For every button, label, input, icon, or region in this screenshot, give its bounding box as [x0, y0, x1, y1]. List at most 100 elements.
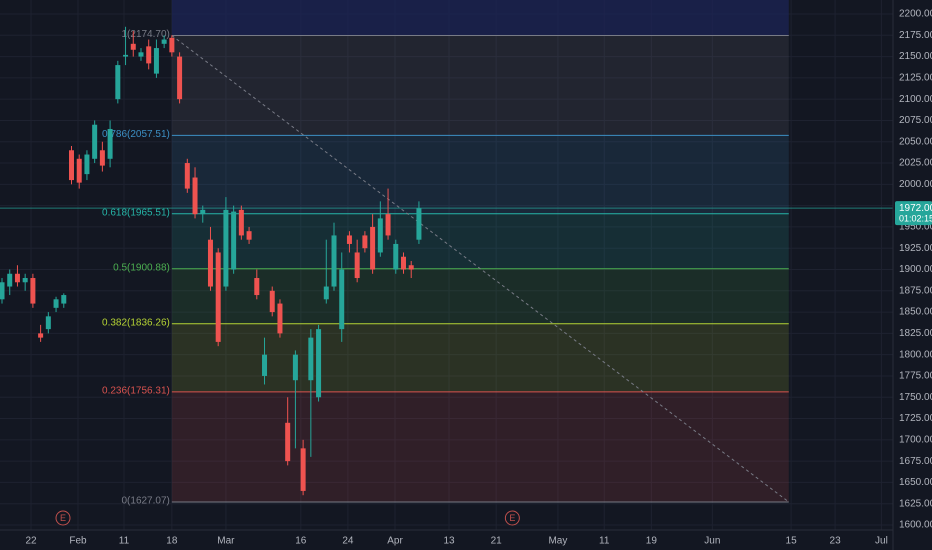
candle-body	[14, 273, 20, 283]
candle-body	[316, 329, 322, 398]
x-tick-label: 19	[646, 536, 658, 547]
y-tick-label: 2175.00	[899, 30, 932, 41]
x-tick-label: 13	[443, 536, 455, 547]
candle-body	[215, 252, 221, 342]
countdown: 01:02:15	[899, 214, 932, 224]
candle-body	[30, 278, 36, 304]
fib-top-band	[171, 0, 789, 36]
candle-body	[269, 290, 275, 313]
candle-body	[300, 448, 306, 491]
candle-body	[308, 337, 314, 381]
candle-body	[130, 43, 136, 50]
candle-body	[184, 163, 190, 189]
fib-band	[171, 35, 789, 136]
candle-body	[238, 209, 244, 236]
candle-body	[370, 226, 376, 270]
candle-body	[385, 214, 391, 236]
candle-body	[354, 252, 360, 279]
candle-body	[339, 269, 345, 330]
candle-body	[408, 265, 414, 270]
y-tick-label: 1850.00	[899, 307, 932, 318]
fib-label: 0(1627.07)	[121, 496, 169, 507]
fib-label: 0.786(2057.51)	[102, 129, 170, 140]
y-tick-label: 2025.00	[899, 158, 932, 169]
y-tick-label: 1950.00	[899, 222, 932, 233]
x-tick-label: 15	[786, 536, 798, 547]
y-tick-label: 1700.00	[899, 434, 932, 445]
x-tick-label: 16	[295, 536, 307, 547]
candle-body	[153, 48, 159, 74]
y-tick-label: 1600.00	[899, 520, 932, 531]
candle-body	[285, 422, 291, 462]
x-tick-label: 11	[119, 536, 130, 547]
y-tick-label: 1750.00	[899, 392, 932, 403]
candle-body	[231, 211, 237, 270]
candle-body	[400, 256, 406, 270]
y-tick-label: 2100.00	[899, 94, 932, 105]
x-tick-label: 24	[342, 536, 354, 547]
candle-body	[61, 295, 67, 304]
candle-body	[362, 235, 368, 249]
y-tick-label: 1675.00	[899, 456, 932, 467]
candle-body	[292, 354, 298, 381]
y-tick-label: 2125.00	[899, 73, 932, 84]
candle-body	[115, 65, 121, 100]
candle-body	[123, 54, 129, 57]
y-tick-label: 1725.00	[899, 413, 932, 424]
event-label: E	[509, 513, 515, 523]
fib-band	[171, 135, 789, 214]
y-tick-label: 1925.00	[899, 243, 932, 254]
event-label: E	[60, 513, 66, 523]
x-tick-label: 21	[491, 536, 503, 547]
fib-band	[171, 268, 789, 324]
y-tick-label: 1875.00	[899, 285, 932, 296]
candle-body	[346, 235, 352, 244]
x-tick-label: May	[548, 536, 567, 547]
candle-body	[331, 235, 337, 287]
x-tick-label: Feb	[69, 536, 87, 547]
event-marker	[55, 510, 71, 526]
fib-label: 1(2174.70)	[121, 29, 169, 40]
fib-label: 0.236(1756.31)	[102, 386, 170, 397]
x-tick-label: 22	[25, 536, 37, 547]
candle-body	[92, 124, 98, 159]
candle-body	[223, 209, 229, 287]
candle-body	[68, 150, 74, 181]
candle-body	[45, 316, 51, 330]
fib-label: 0.382(1836.26)	[102, 317, 170, 328]
candle-body	[161, 39, 167, 44]
x-tick-label: 11	[599, 536, 610, 547]
candle-body	[177, 56, 183, 100]
candle-body	[99, 150, 105, 166]
candle-body	[246, 231, 252, 240]
candle-body	[84, 154, 90, 175]
candle-body	[0, 282, 5, 300]
x-tick-label: Mar	[217, 536, 235, 547]
candle-body	[254, 278, 260, 296]
x-tick-label: Jul	[875, 536, 888, 547]
fib-band	[171, 323, 789, 392]
candle-body	[107, 128, 113, 159]
x-tick-label: 23	[830, 536, 842, 547]
candle-body	[416, 208, 422, 240]
x-tick-label: 18	[166, 536, 178, 547]
candle-body	[38, 333, 44, 338]
last-price-label: 1972.00	[899, 203, 932, 214]
candle-body	[323, 286, 329, 300]
candle-body	[192, 177, 198, 215]
y-tick-label: 2150.00	[899, 51, 932, 62]
y-tick-label: 2200.00	[899, 9, 932, 20]
y-tick-label: 2050.00	[899, 136, 932, 147]
x-tick-label: Apr	[387, 536, 403, 547]
fib-label: 0.618(1965.51)	[102, 207, 170, 218]
trend-line	[171, 35, 790, 503]
y-tick-label: 1650.00	[899, 477, 932, 488]
y-tick-label: 2000.00	[899, 179, 932, 190]
y-tick-label: 2075.00	[899, 115, 932, 126]
candle-body	[207, 239, 213, 287]
fib-band	[171, 391, 789, 502]
y-tick-label: 1825.00	[899, 328, 932, 339]
y-tick-label: 1900.00	[899, 264, 932, 275]
